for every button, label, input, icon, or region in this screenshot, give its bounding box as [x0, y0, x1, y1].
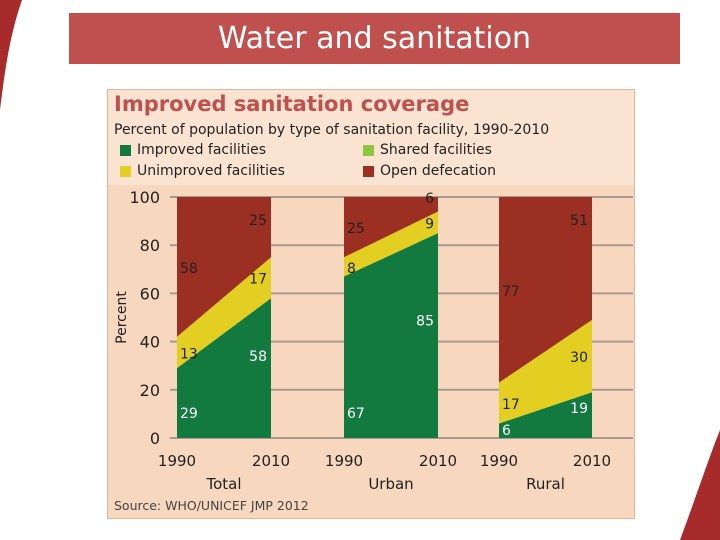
legend-swatch [120, 165, 131, 177]
legend-swatch [363, 144, 374, 156]
data-label: 6 [425, 191, 434, 207]
area-unimproved-facilities [344, 211, 438, 277]
corner-decoration-bottom-right [680, 430, 720, 540]
y-axis-label: Percent [114, 291, 130, 344]
legend-unimproved: Unimproved facilities [120, 163, 285, 179]
legend-improved: Improved facilities [120, 142, 266, 158]
x-tick-label: 2010 [573, 452, 611, 470]
plot-area: 0 20 40 60 80 100 Percent 29 58 13 17 58 25 1990 2010 T… [114, 188, 633, 493]
legend-shared: Shared facilities [363, 142, 492, 158]
y-tick-label: 0 [150, 429, 160, 448]
data-label: 30 [570, 350, 588, 366]
data-label: 67 [347, 406, 365, 422]
legend-label: Shared facilities [380, 142, 492, 158]
data-label: 8 [347, 261, 356, 277]
data-label: 17 [249, 272, 267, 288]
data-label: 51 [570, 213, 588, 229]
data-label: 85 [416, 313, 434, 329]
legend-swatch [120, 144, 131, 156]
data-label: 19 [570, 401, 588, 417]
chart-source: Source: WHO/UNICEF JMP 2012 [114, 498, 309, 513]
chart-subtitle: Percent of population by type of sanitat… [114, 122, 550, 138]
x-tick-label: 2010 [419, 452, 457, 470]
y-tick-label: 60 [140, 284, 160, 303]
data-label: 58 [180, 261, 198, 277]
y-tick-label: 80 [140, 236, 160, 255]
legend-label: Unimproved facilities [137, 163, 285, 179]
x-tick-label: 1990 [158, 452, 196, 470]
area-open-defecation [177, 197, 271, 337]
area-improved-facilities [499, 392, 592, 438]
slide-title: Water and sanitation [69, 13, 680, 64]
x-tick-label: 1990 [325, 452, 363, 470]
data-label: 25 [249, 213, 267, 229]
area-unimproved-facilities [177, 257, 271, 369]
data-label: 58 [249, 349, 267, 365]
y-tick-label: 100 [129, 188, 160, 207]
data-label: 9 [425, 216, 434, 232]
panel-label: Urban [368, 475, 413, 493]
panel-label: Total [205, 475, 241, 493]
chart-title: Improved sanitation coverage [114, 92, 470, 116]
area-open-defecation [344, 197, 438, 258]
data-label: 25 [347, 221, 365, 237]
legend-label: Open defecation [380, 163, 496, 179]
data-label: 29 [180, 406, 198, 422]
legend-open: Open defecation [363, 163, 496, 179]
data-label: 77 [502, 284, 520, 300]
data-label: 6 [502, 423, 511, 439]
x-tick-label: 2010 [252, 452, 290, 470]
data-label: 17 [502, 397, 520, 413]
area-open-defecation [499, 197, 592, 383]
panel-label: Rural [526, 475, 565, 493]
y-tick-label: 20 [140, 381, 160, 400]
chart: Improved sanitation coverage Percent of … [107, 89, 635, 519]
area-unimproved-facilities [499, 319, 592, 424]
data-label: 13 [180, 346, 198, 362]
y-tick-label: 40 [140, 333, 160, 352]
legend-swatch [363, 165, 374, 177]
area-improved-facilities [177, 298, 271, 438]
x-tick-label: 1990 [480, 452, 518, 470]
corner-decoration-top-left [0, 0, 22, 110]
area-improved-facilities [344, 233, 438, 438]
legend-label: Improved facilities [137, 142, 267, 158]
